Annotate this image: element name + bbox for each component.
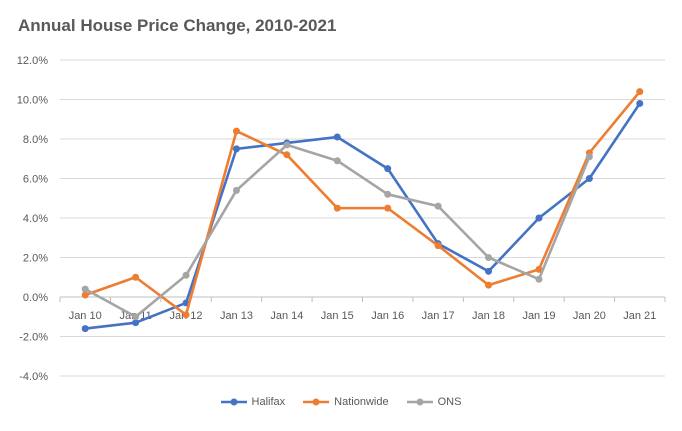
x-tick-label: Jan 21 — [623, 310, 656, 322]
legend-item-nationwide: Nationwide — [303, 396, 389, 408]
data-point-nationwide — [535, 265, 543, 273]
data-point-ons — [81, 285, 89, 293]
data-point-halifax — [636, 99, 644, 107]
x-tick-label: Jan 10 — [69, 310, 102, 322]
legend-marker-icon — [220, 398, 247, 406]
legend: Halifax Nationwide ONS — [0, 396, 682, 408]
y-tick-label: 6.0% — [23, 174, 48, 186]
data-point-halifax — [81, 325, 89, 333]
y-tick-label: 12.0% — [17, 55, 48, 67]
x-tick-label: Jan 17 — [422, 310, 455, 322]
data-point-nationwide — [384, 204, 392, 212]
data-point-nationwide — [132, 273, 140, 281]
x-tick-label: Jan 16 — [371, 310, 404, 322]
data-point-nationwide — [636, 88, 644, 96]
legend-label: ONS — [437, 396, 462, 408]
chart-title: Annual House Price Change, 2010-2021 — [18, 16, 337, 35]
data-point-halifax — [585, 175, 593, 182]
legend-label: Halifax — [251, 396, 286, 408]
y-tick-label: -2.0% — [19, 332, 48, 344]
x-tick-label: Jan 19 — [522, 310, 555, 322]
data-point-ons — [384, 190, 392, 198]
legend-item-ons: ONS — [406, 396, 462, 408]
y-tick-label: 10.0% — [17, 95, 48, 107]
data-point-ons — [535, 275, 543, 283]
x-tick-label: Jan 18 — [472, 310, 505, 322]
data-point-nationwide — [485, 281, 493, 289]
data-point-ons — [182, 271, 190, 279]
series-line-halifax — [85, 102, 641, 330]
data-point-nationwide — [283, 151, 291, 159]
legend-marker-icon — [303, 398, 330, 406]
data-point-ons — [333, 157, 341, 165]
data-point-ons — [485, 254, 493, 261]
data-point-ons — [585, 153, 593, 161]
series-line-nationwide — [84, 90, 641, 317]
y-tick-label: 4.0% — [23, 213, 48, 225]
data-point-halifax — [384, 165, 392, 173]
y-tick-label: 2.0% — [23, 253, 48, 265]
data-point-nationwide — [434, 242, 442, 250]
data-point-ons — [434, 202, 442, 210]
data-point-ons — [283, 141, 291, 149]
y-tick-label: -4.0% — [19, 371, 48, 383]
x-tick-label: Jan 14 — [270, 310, 303, 322]
data-point-nationwide — [232, 127, 240, 135]
y-tick-label: 0.0% — [23, 292, 48, 304]
data-point-halifax — [333, 133, 341, 141]
x-tick-label: Jan 20 — [573, 310, 606, 322]
legend-marker-icon — [406, 398, 433, 406]
data-point-halifax — [535, 214, 543, 222]
data-point-halifax — [485, 267, 493, 275]
data-point-nationwide — [182, 311, 190, 319]
x-tick-label: Jan 15 — [321, 310, 354, 322]
y-tick-label: 8.0% — [23, 134, 48, 146]
legend-label: Nationwide — [334, 396, 389, 408]
data-point-nationwide — [81, 291, 89, 299]
data-point-halifax — [232, 145, 240, 153]
legend-item-halifax: Halifax — [220, 396, 286, 408]
data-point-halifax — [132, 319, 140, 327]
data-point-ons — [232, 186, 240, 194]
data-point-nationwide — [333, 204, 341, 212]
series-line-ons — [84, 143, 591, 319]
x-tick-label: Jan 13 — [220, 310, 253, 322]
data-point-ons — [132, 313, 140, 321]
